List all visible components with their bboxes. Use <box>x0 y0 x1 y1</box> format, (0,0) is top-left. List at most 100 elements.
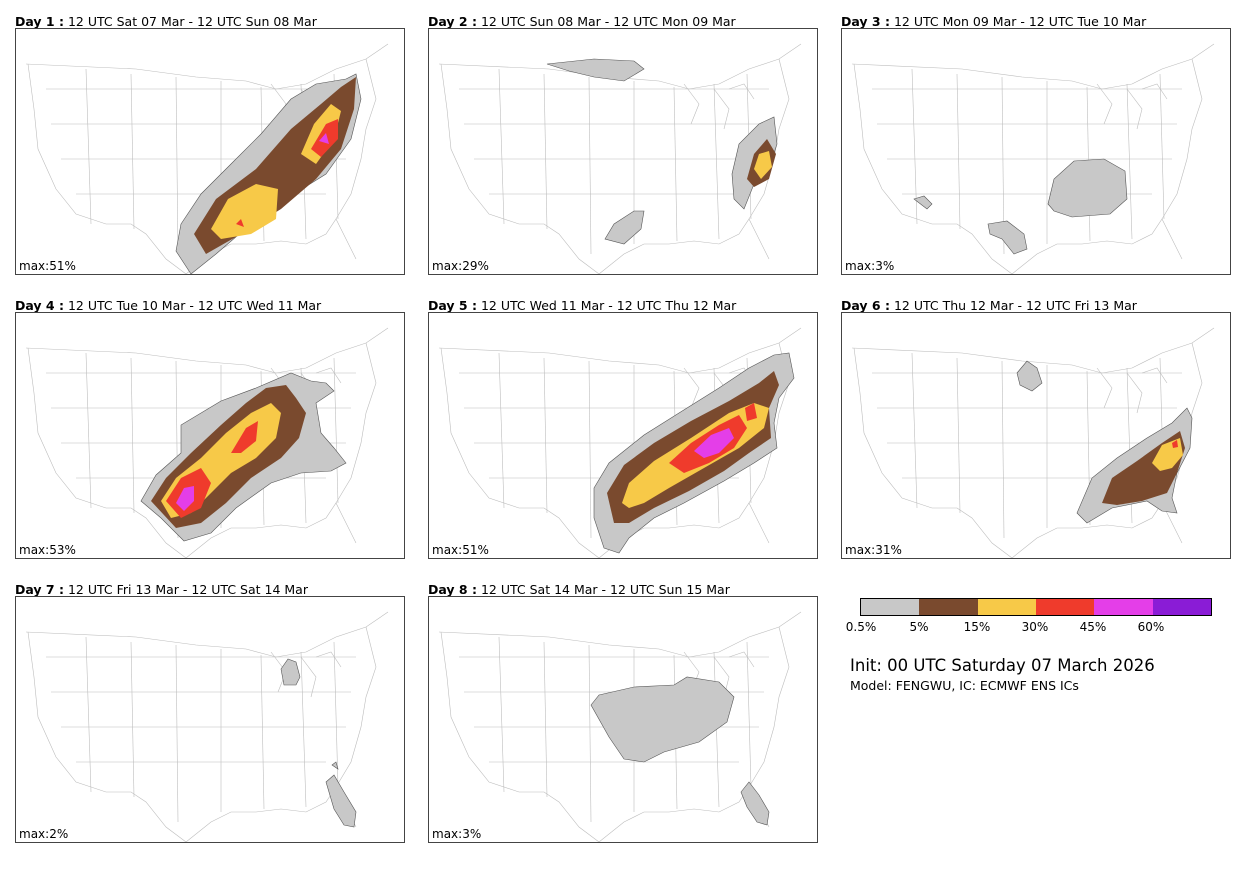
map-boundary-line <box>438 327 802 374</box>
map-boundary-line <box>683 83 700 125</box>
map-boundary-line <box>1161 58 1203 220</box>
map-boundary-line <box>130 641 135 798</box>
map-boundary-line <box>543 73 548 230</box>
legend-swatch <box>1152 599 1211 615</box>
map-boundary-line <box>85 636 92 793</box>
forecast-map: max:2% <box>15 596 405 843</box>
map-boundary-line <box>748 626 790 788</box>
forecast-map: max:31% <box>841 312 1231 559</box>
max-label: max:31% <box>845 543 902 557</box>
map-boundary-line <box>1141 83 1168 100</box>
map-boundary-line <box>498 68 505 225</box>
map-boundary-line <box>333 357 339 504</box>
legend-swatch <box>861 599 920 615</box>
map-boundary-line <box>85 68 92 225</box>
prob-15to30 <box>211 104 341 239</box>
map-boundary-line <box>440 631 600 842</box>
map-svg <box>438 327 802 558</box>
panel-title: Day 4 : 12 UTC Tue 10 Mar - 12 UTC Wed 1… <box>15 298 321 314</box>
period-label: 12 UTC Sun 08 Mar - 12 UTC Mon 09 Mar <box>480 14 736 29</box>
legend-tick: 30% <box>1021 620 1049 634</box>
max-label: max:3% <box>845 259 895 273</box>
map-boundary-line <box>440 347 600 558</box>
panel-title: Day 2 : 12 UTC Sun 08 Mar - 12 UTC Mon 0… <box>428 14 736 30</box>
forecast-map: max:53% <box>15 312 405 559</box>
legend-swatch <box>1094 599 1153 615</box>
day-label: Day 7 : <box>15 582 64 597</box>
map-boundary-line <box>598 218 770 274</box>
map-boundary-line <box>1159 73 1165 220</box>
map-boundary-line <box>260 654 265 810</box>
map-boundary-line <box>851 43 1215 90</box>
legend-swatch <box>919 599 978 615</box>
map-boundary-line <box>130 357 135 514</box>
period-label: 12 UTC Thu 12 Mar - 12 UTC Fri 13 Mar <box>893 298 1137 313</box>
map-boundary-line <box>85 352 92 509</box>
init-time-label: Init: 00 UTC Saturday 07 March 2026 <box>850 656 1155 675</box>
map-boundary-line <box>728 83 755 100</box>
map-boundary-line <box>543 641 548 798</box>
day6-panel: Day 6 : 12 UTC Thu 12 Mar - 12 UTC Fri 1… <box>841 298 1231 568</box>
map-svg <box>438 43 802 274</box>
map-boundary-line <box>1096 367 1113 409</box>
map-boundary-line <box>853 63 1013 274</box>
panel-title: Day 3 : 12 UTC Mon 09 Mar - 12 UTC Tue 1… <box>841 14 1146 30</box>
map-boundary-line <box>1096 83 1113 125</box>
max-label: max:53% <box>19 543 76 557</box>
max-label: max:29% <box>432 259 489 273</box>
map-boundary-line <box>185 502 357 558</box>
prob-45to60 <box>319 133 329 144</box>
forecast-map: max:3% <box>428 596 818 843</box>
map-boundary-line <box>27 631 187 842</box>
map-boundary-line <box>335 626 377 788</box>
probability-colorbar <box>860 598 1212 616</box>
map-svg <box>25 327 389 558</box>
legend-swatch <box>977 599 1036 615</box>
legend-tick: 45% <box>1079 620 1107 634</box>
map-boundary-line <box>1141 367 1168 384</box>
max-label: max:51% <box>19 259 76 273</box>
map-svg <box>25 43 389 274</box>
map-boundary-line <box>683 367 700 409</box>
prob-5pct <box>331 761 339 770</box>
map-boundary-line <box>588 644 592 823</box>
period-label: 12 UTC Sat 14 Mar - 12 UTC Sun 15 Mar <box>480 582 730 597</box>
map-boundary-line <box>315 651 342 668</box>
map-boundary-line <box>335 58 377 220</box>
prob-5pct <box>604 210 645 245</box>
map-boundary-line <box>335 342 377 504</box>
forecast-map: max:3% <box>841 28 1231 275</box>
map-boundary-line <box>911 352 918 509</box>
map-boundary-line <box>498 352 505 509</box>
map-svg <box>25 611 389 842</box>
map-boundary-line <box>1126 372 1143 414</box>
day7-panel: Day 7 : 12 UTC Fri 13 Mar - 12 UTC Sat 1… <box>15 582 405 852</box>
map-boundary-line <box>713 83 720 240</box>
map-boundary-line <box>588 76 592 255</box>
max-label: max:51% <box>432 543 489 557</box>
map-boundary-line <box>300 656 317 698</box>
map-boundary-line <box>27 63 187 274</box>
period-label: 12 UTC Sat 07 Mar - 12 UTC Sun 08 Mar <box>67 14 317 29</box>
map-boundary-line <box>1011 502 1183 558</box>
map-boundary-line <box>956 73 961 230</box>
model-label: Model: FENGWU, IC: ECMWF ENS ICs <box>850 678 1079 693</box>
map-boundary-line <box>1001 360 1005 539</box>
prob-30to45 <box>236 119 338 227</box>
day-label: Day 3 : <box>841 14 890 29</box>
legend-tick: 15% <box>963 620 991 634</box>
map-boundary-line <box>333 641 339 788</box>
day5-panel: Day 5 : 12 UTC Wed 11 Mar - 12 UTC Thu 1… <box>428 298 818 568</box>
prob-5pct <box>325 774 357 828</box>
day8-panel: Day 8 : 12 UTC Sat 14 Mar - 12 UTC Sun 1… <box>428 582 818 852</box>
map-boundary-line <box>673 86 678 242</box>
map-boundary-line <box>1126 83 1133 240</box>
map-boundary-line <box>713 88 730 130</box>
prob-5pct <box>1047 158 1128 218</box>
legend-tick: 5% <box>909 620 929 634</box>
forecast-map: max:51% <box>15 28 405 275</box>
map-boundary-line <box>25 327 389 374</box>
map-boundary-line <box>956 357 961 514</box>
day2-panel: Day 2 : 12 UTC Sun 08 Mar - 12 UTC Mon 0… <box>428 14 818 284</box>
map-boundary-line <box>1011 218 1183 274</box>
